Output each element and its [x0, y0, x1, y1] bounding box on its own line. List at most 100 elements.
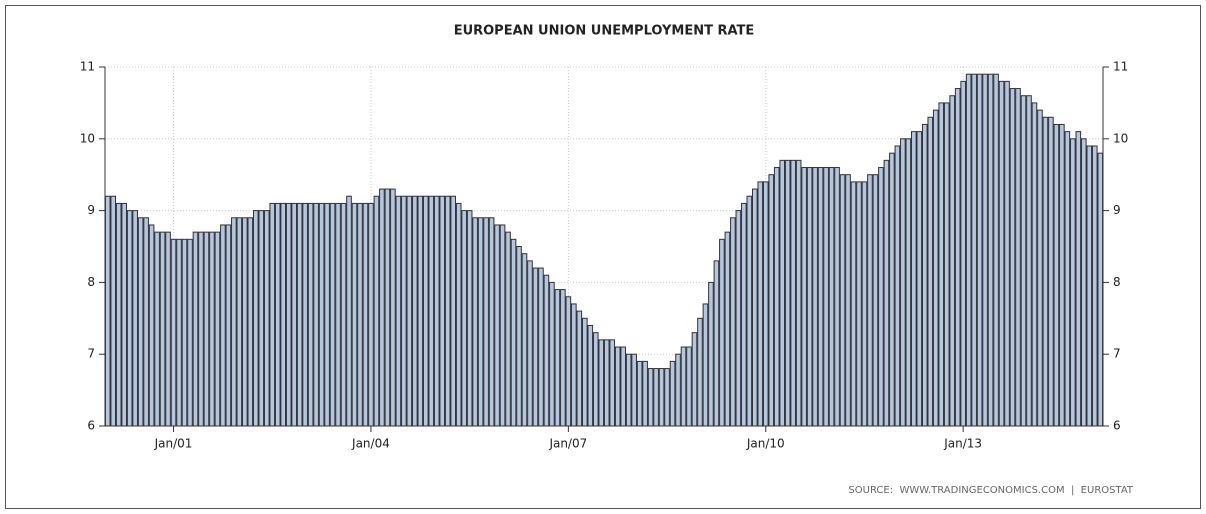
bar	[686, 346, 692, 427]
y2-tick-label: 10	[1113, 131, 1128, 145]
bar	[801, 167, 807, 427]
y2-tick-label: 7	[1113, 347, 1121, 361]
bar	[872, 174, 879, 427]
bar	[357, 202, 363, 427]
bar	[806, 167, 813, 427]
bar	[784, 159, 791, 427]
bar	[401, 195, 407, 427]
bar	[719, 238, 725, 427]
bar	[126, 210, 133, 427]
bar	[927, 116, 934, 427]
bar	[422, 195, 429, 427]
bar	[329, 202, 336, 427]
bar	[982, 73, 988, 427]
bar	[834, 167, 840, 427]
bar	[351, 202, 358, 427]
chart-title: EUROPEAN UNION UNEMPLOYMENT RATE	[454, 24, 755, 39]
bar	[900, 138, 906, 427]
bar	[795, 159, 802, 427]
bar	[505, 231, 511, 427]
bar	[554, 289, 561, 427]
bar	[614, 346, 621, 427]
y-tick-label: 8	[87, 275, 95, 289]
bar	[549, 281, 555, 427]
bar	[181, 238, 188, 427]
bar	[521, 253, 528, 427]
bar	[461, 210, 467, 427]
bar	[373, 195, 380, 427]
bar	[773, 167, 780, 427]
bar	[384, 188, 391, 427]
bar	[916, 131, 923, 427]
y-tick-label: 11	[80, 60, 95, 74]
bar	[987, 73, 994, 427]
bar	[790, 159, 796, 427]
bar	[993, 73, 999, 427]
bar	[675, 353, 681, 427]
y-tick-label: 7	[87, 347, 95, 361]
bar	[115, 202, 122, 427]
y-tick-label: 9	[87, 203, 95, 217]
bar	[823, 167, 829, 427]
bar	[1097, 152, 1104, 427]
bar	[878, 167, 884, 427]
bar	[1064, 131, 1071, 427]
bar	[603, 339, 610, 427]
bar	[252, 210, 259, 427]
bar	[137, 217, 144, 427]
bar	[998, 80, 1005, 427]
bar	[532, 267, 539, 427]
bar	[313, 202, 319, 427]
bar	[647, 368, 654, 427]
bar	[560, 289, 566, 427]
bar	[450, 195, 457, 427]
bar	[263, 210, 270, 427]
bar	[1059, 123, 1065, 427]
bar	[943, 102, 950, 427]
y2-tick-label: 11	[1113, 60, 1128, 74]
bar	[636, 360, 643, 427]
bar	[368, 202, 374, 427]
bar	[510, 238, 517, 427]
bar	[1037, 109, 1043, 427]
bar	[214, 231, 221, 427]
y2-tick-label: 9	[1113, 203, 1121, 217]
bar	[247, 217, 254, 427]
bar	[499, 224, 506, 427]
bar	[225, 224, 232, 427]
bar	[746, 195, 753, 427]
bar	[198, 231, 204, 427]
bar	[236, 217, 243, 427]
bar	[477, 217, 484, 427]
bar	[762, 181, 769, 427]
bar	[104, 195, 111, 427]
bar	[209, 231, 215, 427]
bar	[258, 210, 265, 427]
bar	[642, 360, 648, 427]
bar	[1053, 123, 1060, 427]
bar	[620, 346, 626, 427]
bar	[433, 195, 440, 427]
bar	[362, 202, 369, 427]
bar	[242, 217, 248, 427]
bar	[346, 195, 352, 427]
bar	[850, 181, 857, 427]
x-tick-label: Jan/04	[351, 437, 390, 451]
bar	[203, 231, 210, 427]
bar	[439, 195, 446, 427]
bar	[609, 339, 616, 427]
y-tick-label: 6	[87, 419, 95, 433]
bar	[1091, 145, 1098, 427]
bar	[932, 109, 939, 427]
bar	[307, 202, 314, 427]
bar	[856, 181, 862, 427]
bar	[132, 210, 138, 427]
bar	[565, 296, 572, 427]
bar	[976, 73, 983, 427]
bar	[779, 159, 786, 427]
bar	[170, 238, 177, 427]
bar	[1042, 116, 1049, 427]
bar	[110, 195, 117, 427]
bar	[757, 181, 764, 427]
bar	[121, 202, 127, 427]
